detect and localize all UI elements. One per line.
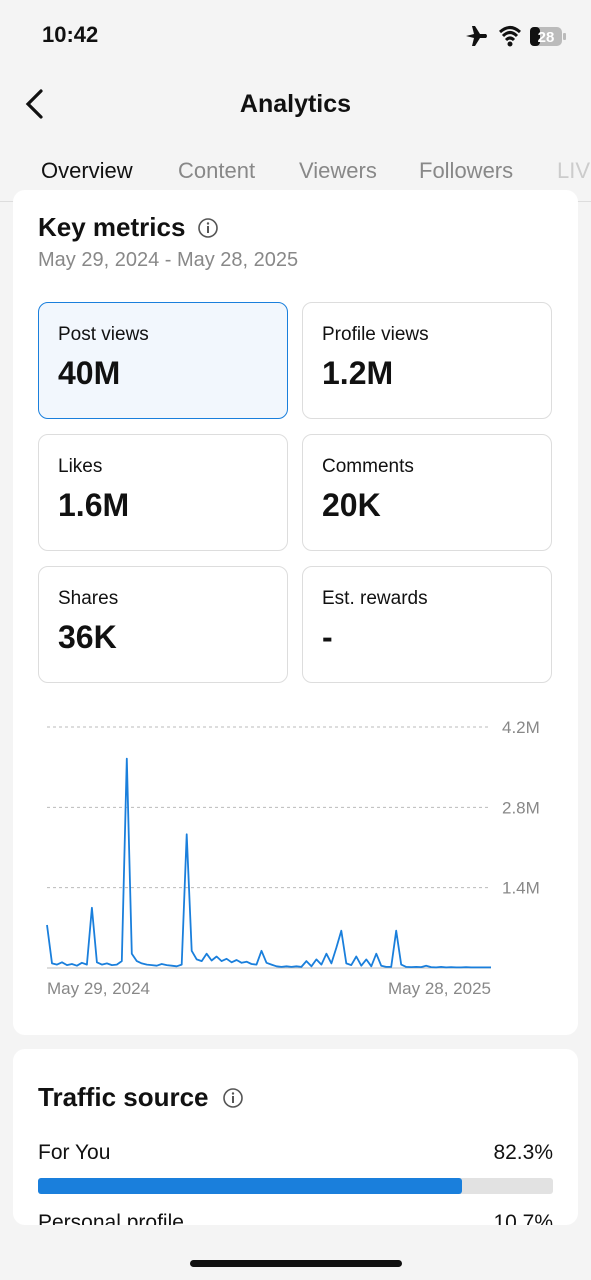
y-tick-label: 1.4M <box>502 879 540 898</box>
y-tick-label: 4.2M <box>502 718 540 737</box>
metric-value: 1.6M <box>58 487 130 523</box>
source-percent: 82.3% <box>493 1141 553 1164</box>
metric-card[interactable]: Post views 40M <box>38 302 288 419</box>
metric-label: Post views <box>58 324 149 345</box>
metric-value: 1.2M <box>322 355 394 391</box>
section-title: Key metrics <box>38 212 186 242</box>
source-name: Personal profile <box>38 1211 184 1225</box>
metric-card[interactable]: Shares 36K <box>38 566 288 683</box>
metric-label: Likes <box>58 456 103 477</box>
x-tick-label: May 29, 2024 <box>47 979 150 998</box>
metric-value: 40M <box>58 355 121 391</box>
tab[interactable]: Followers <box>419 158 514 183</box>
tab[interactable]: LIVE <box>557 158 591 183</box>
traffic-card: Traffic source For You 82.3% Personal prof… <box>13 1049 578 1225</box>
metric-value: - <box>322 619 333 655</box>
info-icon[interactable] <box>222 1087 244 1109</box>
metric-card[interactable]: Comments 20K <box>302 434 552 551</box>
source-percent: 10.7% <box>493 1211 553 1225</box>
tab-clip: LIVE <box>548 150 591 190</box>
tab[interactable]: Viewers <box>299 158 377 183</box>
source-name: For You <box>38 1141 111 1164</box>
chart: 1.4M 2.8M 4.2M May 29, 2024 May 28, 2025 <box>46 718 540 998</box>
tab[interactable]: Content <box>178 158 256 183</box>
x-tick-label: May 28, 2025 <box>388 979 491 998</box>
page-title: Analytics <box>239 90 352 118</box>
metric-label: Profile views <box>322 324 429 345</box>
metric-card[interactable]: Likes 1.6M <box>38 434 288 551</box>
metric-value: 36K <box>58 619 117 655</box>
metric-card[interactable]: Est. rewards - <box>302 566 552 683</box>
home-indicator <box>190 1260 402 1267</box>
metric-label: Shares <box>58 588 119 609</box>
back-button[interactable] <box>22 88 48 120</box>
metric-label: Comments <box>322 456 414 477</box>
status-icons: 28 <box>466 26 566 47</box>
section-title: Traffic source <box>38 1082 209 1112</box>
tab[interactable]: Overview <box>41 158 133 183</box>
metric-label: Est. rewards <box>322 588 428 609</box>
y-tick-label: 2.8M <box>502 798 540 817</box>
bar-fill <box>38 1178 462 1194</box>
info-icon[interactable] <box>197 217 219 239</box>
date-range: May 29, 2024 - May 28, 2025 <box>38 249 299 271</box>
line-series <box>46 757 491 969</box>
metric-card[interactable]: Profile views 1.2M <box>302 302 552 419</box>
metric-value: 20K <box>322 487 381 523</box>
battery: 28 <box>538 29 555 46</box>
time: 10:42 <box>42 22 99 47</box>
